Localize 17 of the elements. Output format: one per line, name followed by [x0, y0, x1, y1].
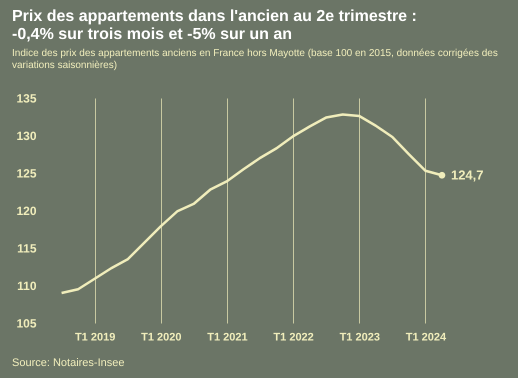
x-tick-label: T1 2020: [141, 332, 182, 344]
x-tick-label: T1 2023: [340, 332, 380, 344]
y-tick-label: 130: [16, 129, 37, 143]
x-tick-label: T1 2019: [74, 332, 116, 344]
y-tick-label: 135: [16, 92, 37, 106]
x-tick-label: T1 2024: [406, 332, 447, 344]
y-tick-label: 125: [16, 166, 37, 180]
y-tick-label: 105: [16, 316, 37, 330]
chart-subtitle: Indice des prix des appartements anciens en France hors Mayotte (base 100 en 2015, données corrigées des variations saisonnières): [12, 48, 498, 71]
source-note: Source: Notaires-Insee: [12, 357, 124, 369]
y-tick-label: 110: [17, 279, 37, 293]
y-tick-label: 120: [16, 204, 37, 218]
data-label: 124,7: [450, 167, 484, 182]
chart-title: Prix des appartements dans l'ancien au 2e trimestre : -0,4% sur trois mois et -5% sur un an: [12, 8, 417, 43]
x-tick-label: T1 2021: [207, 332, 248, 344]
x-tick-label: T1 2022: [273, 332, 314, 344]
y-tick-label: 115: [17, 242, 37, 256]
